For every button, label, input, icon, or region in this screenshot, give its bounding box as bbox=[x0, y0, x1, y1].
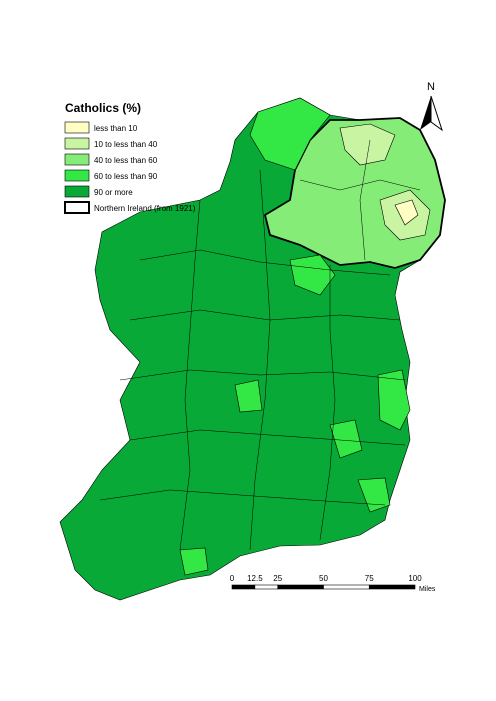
legend-title: Catholics (%) bbox=[65, 101, 141, 115]
legend-label: 90 or more bbox=[94, 188, 133, 197]
legend-label: 60 to less than 90 bbox=[94, 172, 158, 181]
mid-district bbox=[357, 477, 391, 513]
legend-swatch bbox=[64, 137, 90, 150]
legend-swatch bbox=[64, 121, 90, 134]
mid-district bbox=[234, 379, 263, 413]
scale-unit: Miles bbox=[419, 586, 436, 593]
north-arrow-left bbox=[420, 96, 431, 130]
legend-swatch-border bbox=[64, 201, 90, 214]
mid-district bbox=[179, 547, 209, 576]
scale-label: 100 bbox=[408, 574, 422, 583]
legend-swatch bbox=[64, 169, 90, 182]
north-arrow: N bbox=[420, 81, 443, 132]
mid-district bbox=[329, 419, 363, 459]
north-arrow-right bbox=[430, 95, 443, 132]
scale-label: 0 bbox=[230, 574, 235, 583]
low-district bbox=[339, 123, 396, 166]
scale-label: 75 bbox=[365, 574, 374, 583]
scale-label: 50 bbox=[319, 574, 328, 583]
scale-segment bbox=[323, 584, 370, 590]
mid-district bbox=[249, 97, 331, 171]
north-label: N bbox=[427, 81, 435, 93]
scale-segment bbox=[254, 584, 279, 590]
legend-swatch bbox=[64, 153, 90, 166]
legend-label: less than 10 bbox=[94, 124, 138, 133]
scale-segment bbox=[277, 584, 324, 590]
legend-label: 10 to less than 40 bbox=[94, 140, 158, 149]
legend-swatch bbox=[64, 185, 90, 198]
legend: Catholics (%) less than 10 10 to less tha… bbox=[64, 101, 196, 214]
scale-label: 12.5 bbox=[247, 574, 263, 583]
district-borders bbox=[99, 139, 421, 551]
lowest-district bbox=[394, 199, 419, 226]
scale-bar: 0 12.5 25 50 75 100 Miles bbox=[230, 574, 436, 593]
legend-label: Northern Ireland (from 1921) bbox=[94, 204, 196, 213]
mid-district bbox=[289, 254, 336, 296]
ireland-map bbox=[59, 97, 446, 601]
legend-label: 40 to less than 60 bbox=[94, 156, 158, 165]
scale-label: 25 bbox=[273, 574, 282, 583]
scale-segment bbox=[368, 584, 416, 590]
scale-segment bbox=[231, 584, 256, 590]
mid-district bbox=[377, 369, 411, 431]
